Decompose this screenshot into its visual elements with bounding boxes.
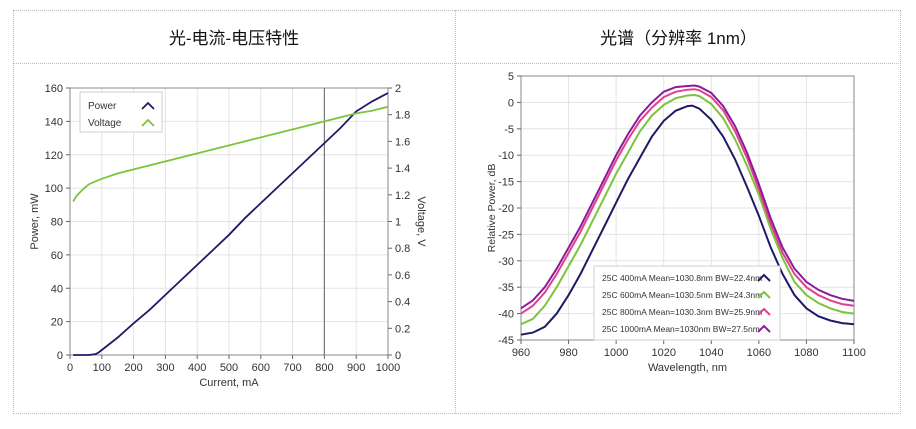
y-tick-label: -10: [498, 150, 514, 162]
y2-tick-label: 1.6: [395, 136, 410, 148]
x-tick-label: 980: [559, 347, 577, 359]
y2-tick-label: 0.8: [395, 243, 410, 255]
y-tick-label: 0: [508, 97, 514, 109]
series-line-25c-800ma-mean-1030-3nm-bw-25-9nm: [520, 88, 855, 315]
x-axis-label: Wavelength, nm: [648, 362, 727, 374]
series-line-25c-400ma-mean-1030-8nm-bw-22-4nm: [520, 104, 855, 336]
legend-label-25c-1000ma-mean-1030nm-bw-27-5nm: 25C 1000mA Mean=1030nm BW=27.5nm: [602, 324, 760, 334]
y-axis-label: Power, mW: [29, 193, 41, 250]
y-tick-label: -40: [498, 309, 514, 321]
y-tick-label: -35: [498, 282, 514, 294]
spectrum-chart: 960 980 1000 1020 1040 1060 1080 1100 5 0 -5 -10 -15…: [486, 71, 866, 374]
y-tick-label: 120: [45, 150, 63, 162]
y-tick-label: 5: [508, 71, 514, 83]
right-panel-title: 光谱（分辨率 1nm）: [600, 29, 757, 48]
y2-axis-label: Voltage, V: [415, 196, 427, 247]
x-tick-label: 1100: [842, 347, 866, 359]
x-tick-label: 600: [252, 362, 270, 374]
legend-label-25c-400ma-mean-1030-8nm-bw-22-4nm: 25C 400mA Mean=1030.8nm BW=22.4nm: [602, 273, 762, 283]
legend-label-25c-800ma-mean-1030-3nm-bw-25-9nm: 25C 800mA Mean=1030.3nm BW=25.9nm: [602, 307, 762, 317]
x-tick-label: 1060: [747, 347, 771, 359]
y2-tick-label: 1.2: [395, 190, 410, 202]
header-divider: [13, 63, 901, 64]
y2-tick-label: 0: [395, 350, 401, 362]
x-tick-label: 300: [156, 362, 174, 374]
x-tick-label: 1080: [794, 347, 818, 359]
legend: 25C 400mA Mean=1030.8nm BW=22.4nm 25C 600…: [593, 265, 781, 341]
x-tick-label: 960: [512, 347, 530, 359]
y-tick-label: 40: [51, 283, 63, 295]
y-tick-label: -20: [498, 203, 514, 215]
y-tick-label: 80: [51, 217, 63, 229]
y2-tick-label: 1.8: [395, 110, 410, 122]
y-tick-label: 100: [45, 183, 63, 195]
legend-label-power: Power: [88, 101, 117, 112]
x-tick-label: 100: [93, 362, 111, 374]
figure-frame: [13, 10, 901, 414]
y-tick-label: -45: [498, 335, 514, 347]
y-axis-label: Relative Power, dB: [486, 164, 498, 253]
y2-tick-label: 1: [395, 217, 401, 229]
series-line-25c-600ma-mean-1030-5nm-bw-24-3nm: [520, 93, 855, 326]
y-tick-label: 60: [51, 250, 63, 262]
legend-swatch-voltage: [141, 118, 155, 127]
y-tick-label: 20: [51, 317, 63, 329]
liv-chart: 0 100 200 300 400 500 600 700 800 900 100002040608…: [29, 83, 427, 389]
series-line-voltage: [72, 105, 389, 202]
y2-tick-label: 2: [395, 83, 401, 95]
x-tick-label: 1040: [699, 347, 723, 359]
x-tick-label: 0: [67, 362, 73, 374]
legend: Power Voltage: [79, 91, 163, 133]
legend-box: [79, 91, 163, 133]
y2-tick-label: 0.4: [395, 297, 410, 309]
panel-divider: [455, 10, 456, 414]
y2-tick-label: 1.4: [395, 163, 410, 175]
legend-swatch-25c-800ma-mean-1030-3nm-bw-25-9nm: [757, 307, 771, 316]
x-axis-label: Current, mA: [199, 377, 259, 389]
y-tick-label: -30: [498, 256, 514, 268]
legend-swatch-power: [141, 101, 155, 110]
x-tick-label: 1020: [651, 347, 675, 359]
x-tick-label: 700: [283, 362, 301, 374]
x-tick-label: 200: [124, 362, 142, 374]
left-panel-title: 光-电流-电压特性: [168, 29, 300, 48]
legend-swatch-25c-1000ma-mean-1030nm-bw-27-5nm: [757, 324, 771, 333]
x-tick-label: 1000: [376, 362, 400, 374]
y-tick-label: 0: [57, 350, 63, 362]
x-tick-label: 400: [188, 362, 206, 374]
y-tick-label: -5: [504, 124, 514, 136]
x-tick-label: 800: [315, 362, 333, 374]
legend-label-25c-600ma-mean-1030-5nm-bw-24-3nm: 25C 600mA Mean=1030.5nm BW=24.3nm: [602, 290, 762, 300]
series-line-power: [73, 92, 389, 356]
y2-tick-label: 0.6: [395, 270, 410, 282]
legend-label-voltage: Voltage: [88, 118, 122, 129]
y-tick-label: 140: [45, 116, 63, 128]
x-tick-label: 900: [347, 362, 365, 374]
series-line-25c-1000ma-mean-1030nm-bw-27-5nm: [520, 84, 855, 310]
y-tick-label: -25: [498, 229, 514, 241]
legend-box: [593, 265, 781, 341]
y-tick-label: 160: [45, 83, 63, 95]
legend-swatch-25c-600ma-mean-1030-5nm-bw-24-3nm: [757, 290, 771, 299]
x-tick-label: 500: [220, 362, 238, 374]
legend-swatch-25c-400ma-mean-1030-8nm-bw-22-4nm: [757, 273, 771, 282]
y2-tick-label: 0.2: [395, 323, 410, 335]
x-tick-label: 1000: [604, 347, 628, 359]
y-tick-label: -15: [498, 177, 514, 189]
